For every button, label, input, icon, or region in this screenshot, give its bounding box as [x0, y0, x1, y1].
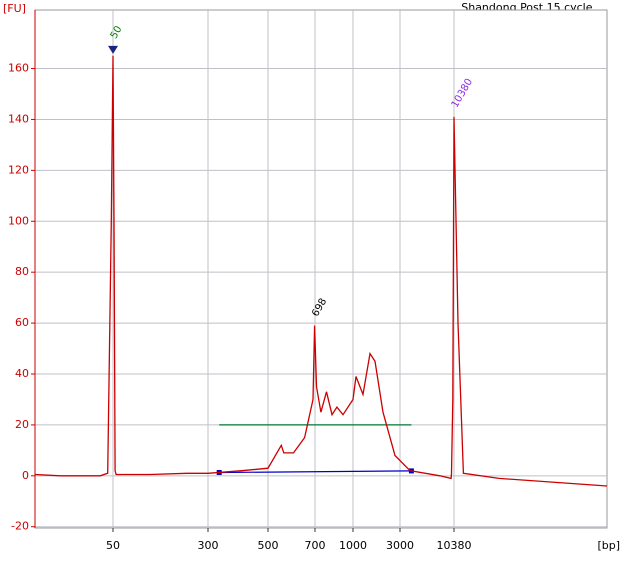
y-tick-label: 40 — [15, 367, 29, 380]
x-tick-label: 3000 — [386, 539, 414, 552]
y-tick-label: 160 — [8, 62, 29, 75]
y-tick-label: 100 — [8, 214, 29, 227]
x-tick-label: 300 — [198, 539, 219, 552]
plot-area — [34, 9, 608, 529]
y-tick-label: 0 — [22, 469, 29, 482]
x-tick-label: 500 — [258, 539, 279, 552]
x-tick-label: 700 — [305, 539, 326, 552]
y-tick-label: 120 — [8, 163, 29, 176]
x-tick-label: 10380 — [437, 539, 472, 552]
y-tick-label: 80 — [15, 265, 29, 278]
x-tick-label: 1000 — [339, 539, 367, 552]
y-axis-label: [FU] — [3, 2, 26, 15]
trace — [34, 55, 608, 487]
x-axis-label: [bp] — [597, 539, 620, 552]
peak-marker — [108, 45, 118, 54]
y-tick-label: -20 — [11, 520, 29, 533]
y-tick-label: 60 — [15, 316, 29, 329]
baseline — [219, 470, 412, 474]
y-tick-label: 140 — [8, 112, 29, 125]
x-tick-label: 50 — [106, 539, 120, 552]
y-tick-label: 20 — [15, 418, 29, 431]
peak-label: 50 — [109, 24, 125, 41]
